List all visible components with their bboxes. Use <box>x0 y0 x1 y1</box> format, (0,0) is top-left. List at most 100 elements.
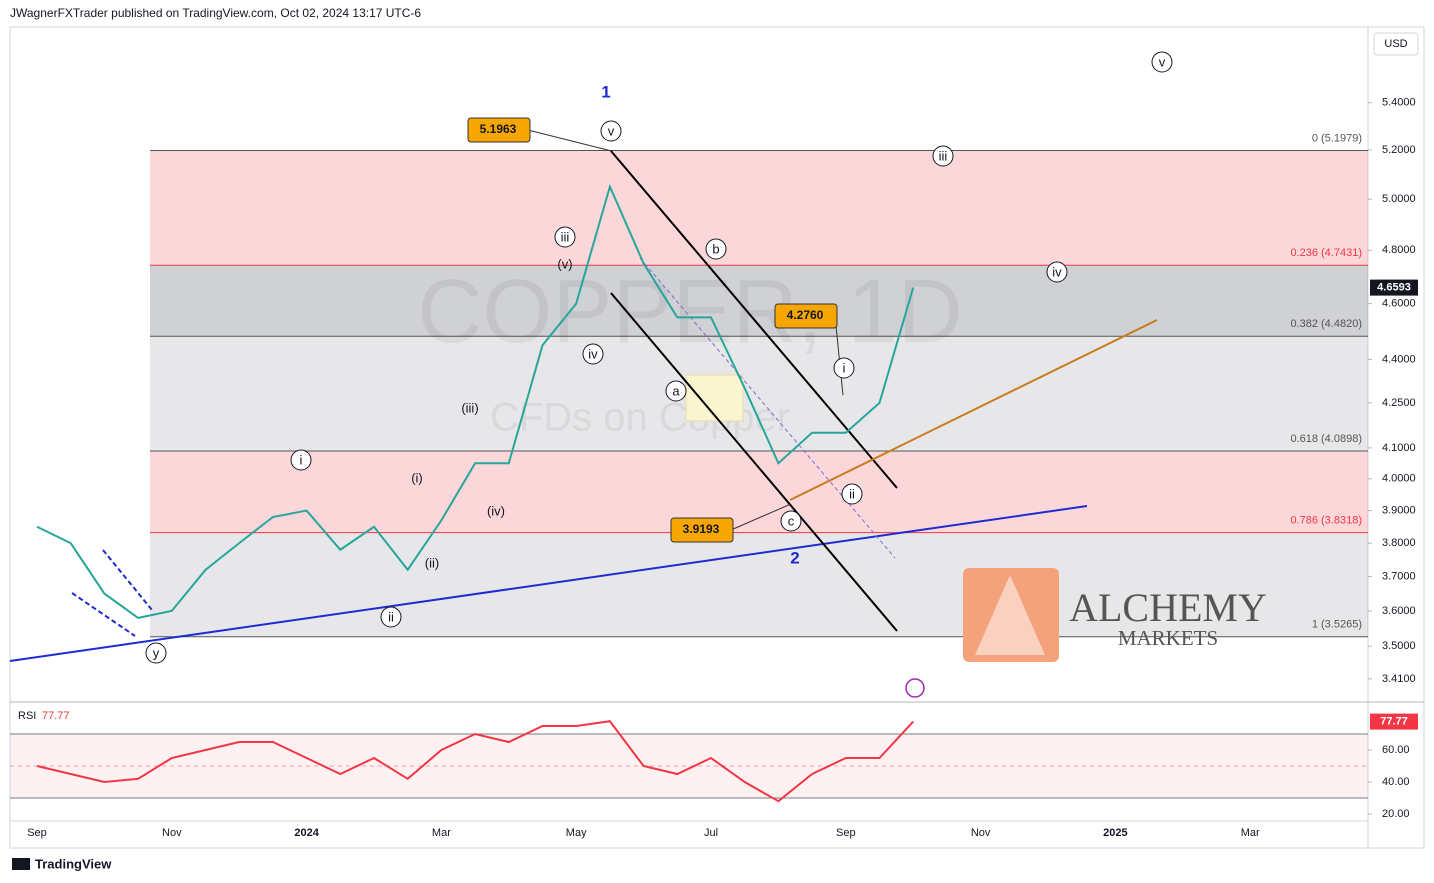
series-line <box>36 183 915 619</box>
price-box-label: 4.2760 <box>787 308 824 322</box>
logo-sub: MARKETS <box>1118 626 1218 650</box>
fib-zone <box>150 451 1368 533</box>
wave-label: i <box>843 360 846 375</box>
x-tick-label: May <box>566 827 587 839</box>
y-tick-label: 5.2000 <box>1382 144 1416 156</box>
fib-label: 0.236 (4.7431) <box>1290 247 1362 259</box>
y-tick-label: 3.9000 <box>1382 504 1416 516</box>
wave-label: (i) <box>411 470 423 485</box>
currency[interactable]: USD <box>1384 38 1407 50</box>
currency-button[interactable] <box>1373 32 1419 56</box>
y-tick-label: 3.7000 <box>1382 570 1416 582</box>
x-tick-label: Nov <box>162 827 182 839</box>
trendline <box>9 505 1088 662</box>
fib-zone <box>150 532 1368 637</box>
wave-label: y <box>153 645 160 660</box>
wave-label: 2 <box>790 548 799 567</box>
y-tick-label: 3.4100 <box>1382 673 1416 685</box>
fib-label: 0.786 (3.8318) <box>1290 515 1362 527</box>
wave-label: c <box>788 513 795 528</box>
wave-label: v <box>1159 54 1166 69</box>
fib-label: 0 (5.1979) <box>1312 132 1362 144</box>
price-connector <box>834 315 844 396</box>
y-tick-label: 3.5000 <box>1382 640 1416 652</box>
y-tick-label: 4.1000 <box>1382 442 1416 454</box>
price-box <box>670 517 734 543</box>
logo-name: ALCHEMY <box>1069 585 1267 630</box>
x-tick-label: Mar <box>432 827 451 839</box>
price-box <box>774 303 838 329</box>
y-tick-label: 4.6000 <box>1382 298 1416 310</box>
fib-label: 0.618 (4.0898) <box>1290 433 1362 445</box>
y-tick-label: 40.00 <box>1382 776 1410 788</box>
y-tick-label: 4.8000 <box>1382 244 1416 256</box>
wave-label: (ii) <box>425 555 439 570</box>
dashed-line <box>102 549 153 611</box>
fib-zone <box>150 150 1368 266</box>
x-tick-label: Sep <box>836 827 856 839</box>
footer: TradingView <box>35 856 112 871</box>
wave-circle <box>554 226 576 248</box>
y-tick-label: 60.00 <box>1382 744 1410 756</box>
fib-label: 0.382 (4.4820) <box>1290 318 1362 330</box>
logo-shape <box>975 575 1045 655</box>
wave-circle <box>833 357 855 379</box>
wave-label: i <box>300 452 303 467</box>
channel-line <box>610 150 898 489</box>
y-tick-label: 5.4000 <box>1382 97 1416 109</box>
x-tick-label: 2025 <box>1103 827 1127 839</box>
rsi-title: RSI <box>18 710 36 722</box>
wave-circle <box>780 510 802 532</box>
dashed-line <box>639 257 896 559</box>
highlight-box <box>685 374 744 422</box>
wave-circle <box>705 238 727 260</box>
x-tick-label: Jul <box>704 827 718 839</box>
alert-icon[interactable] <box>905 678 925 698</box>
wave-label: iv <box>588 346 598 361</box>
last-price: 4.6593 <box>1377 282 1411 294</box>
wave-circle <box>932 145 954 167</box>
rsi-value: 77.77 <box>42 710 70 722</box>
last-rsi: 77.77 <box>1380 716 1408 728</box>
trendline <box>789 319 1158 501</box>
price-box <box>467 117 531 143</box>
x-tick-label: Nov <box>971 827 991 839</box>
wave-circle <box>665 380 687 402</box>
y-tick-label: 4.4000 <box>1382 353 1416 365</box>
fib-label: 1 (3.5265) <box>1312 619 1362 631</box>
wave-label: (iii) <box>461 400 478 415</box>
price-box-label: 3.9193 <box>683 522 720 536</box>
channel-line <box>610 292 898 632</box>
wave-label: ii <box>388 609 394 624</box>
y-tick-label: 20.00 <box>1382 808 1410 820</box>
series-line <box>36 720 914 803</box>
wave-label: (v) <box>557 256 572 271</box>
fib-zone <box>150 336 1368 452</box>
wave-label: b <box>712 241 719 256</box>
wave-label: iv <box>1052 264 1062 279</box>
x-tick-label: Mar <box>1241 827 1260 839</box>
wave-label: a <box>672 383 680 398</box>
wave-circle <box>841 483 863 505</box>
y-tick-label: 4.2500 <box>1382 397 1416 409</box>
price-connector <box>527 129 612 152</box>
wave-circle <box>380 606 402 628</box>
chart-frame <box>9 26 1425 849</box>
wave-circle <box>145 642 167 664</box>
wave-label: v <box>608 123 615 138</box>
watermark-description: CFDs on Copper <box>490 396 790 440</box>
x-tick-label: 2024 <box>294 827 319 839</box>
y-tick-label: 5.0000 <box>1382 193 1416 205</box>
x-tick-label: Sep <box>27 827 47 839</box>
y-tick-label: 3.8000 <box>1382 537 1416 549</box>
last-rsi-tag <box>1370 713 1418 730</box>
tv-logo <box>12 858 30 870</box>
y-tick-label: 4.0000 <box>1382 473 1416 485</box>
wave-circle <box>582 343 604 365</box>
price-box-label: 5.1963 <box>480 122 517 136</box>
price-connector <box>730 503 791 531</box>
wave-label: iii <box>939 148 948 163</box>
wave-label: ii <box>849 486 855 501</box>
wave-circle <box>600 120 622 142</box>
